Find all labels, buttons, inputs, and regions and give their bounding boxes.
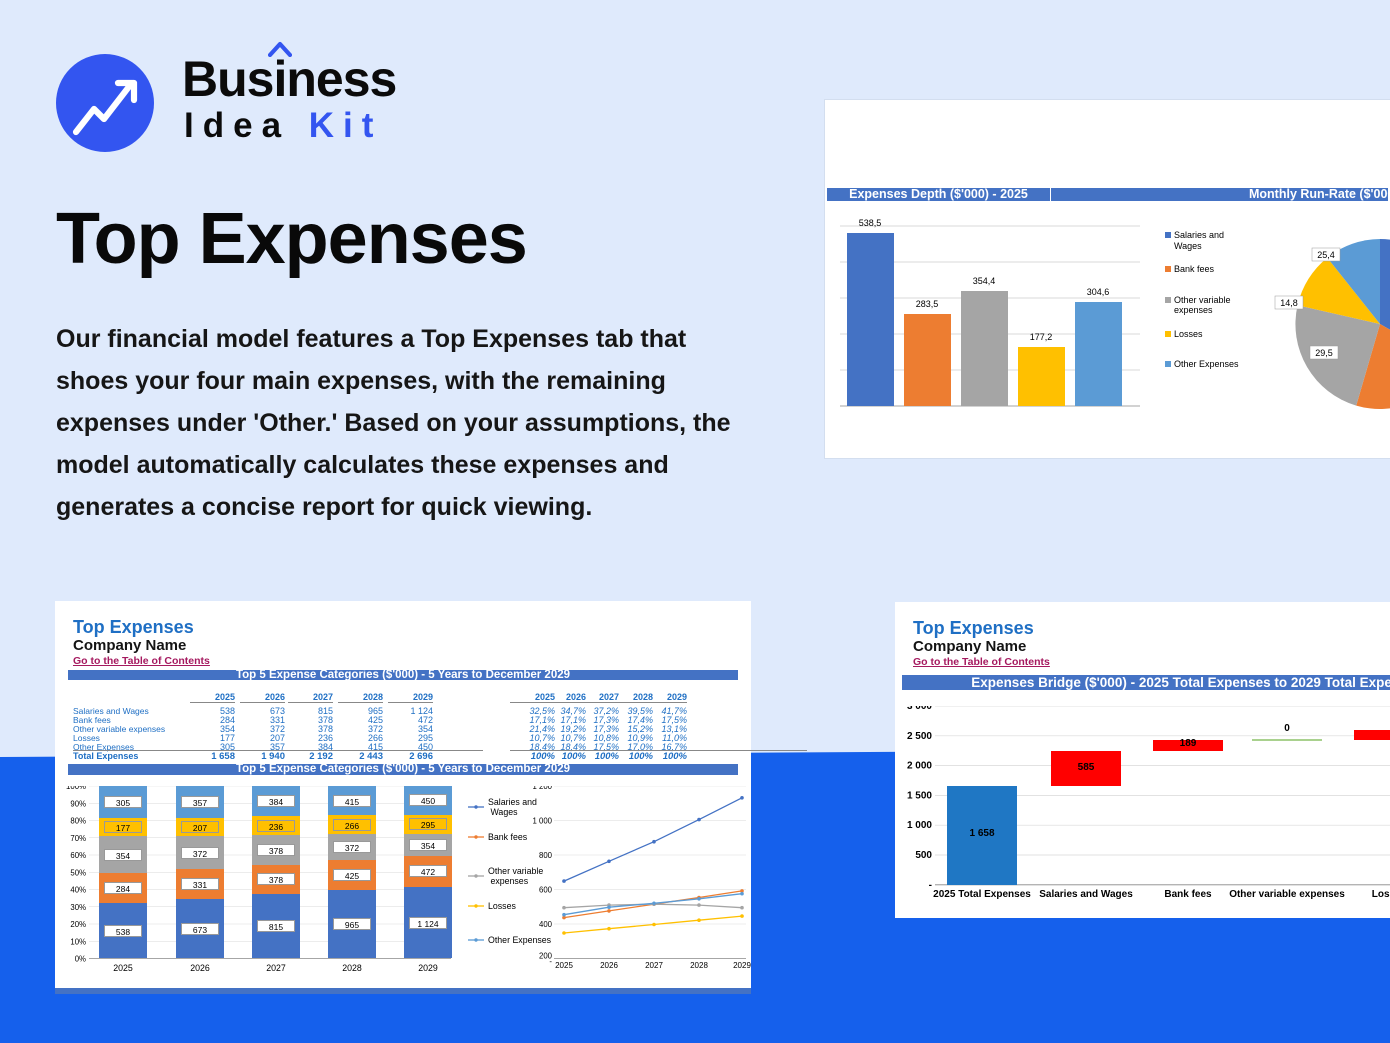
svg-text:2026: 2026 [600,961,618,970]
svg-text:-: - [549,957,552,966]
svg-text:2027: 2027 [645,961,663,970]
svg-text:1 200: 1 200 [532,786,552,791]
svg-text:400: 400 [539,920,553,929]
svg-text:354,4: 354,4 [973,276,996,286]
svg-text:2 000: 2 000 [907,761,932,772]
svg-text:30%: 30% [70,903,86,912]
svg-text:500: 500 [915,850,932,861]
svg-text:100%: 100% [66,786,86,791]
svg-text:283,5: 283,5 [916,299,939,309]
svg-text:177,2: 177,2 [1030,332,1053,342]
svg-text:29,5: 29,5 [1315,348,1333,358]
svg-text:538,5: 538,5 [859,218,882,228]
svg-text:304,6: 304,6 [1087,287,1110,297]
svg-text:2029: 2029 [733,961,751,970]
svg-text:60%: 60% [70,851,86,860]
svg-text:25,4: 25,4 [1317,250,1335,260]
svg-text:2 500: 2 500 [907,731,932,742]
svg-text:1 500: 1 500 [907,790,932,801]
svg-text:80%: 80% [70,817,86,826]
svg-text:90%: 90% [70,799,86,808]
svg-text:20%: 20% [70,920,86,929]
svg-text:0%: 0% [75,955,86,964]
svg-text:2025: 2025 [555,961,573,970]
svg-text:800: 800 [539,851,553,860]
svg-text:1 000: 1 000 [532,817,552,826]
svg-text:70%: 70% [70,834,86,843]
svg-text:3 000: 3 000 [907,706,932,712]
svg-text:14,8: 14,8 [1280,298,1298,308]
svg-text:1 000: 1 000 [907,820,932,831]
svg-text:50%: 50% [70,868,86,877]
svg-text:40%: 40% [70,886,86,895]
svg-text:2028: 2028 [690,961,708,970]
svg-text:10%: 10% [70,937,86,946]
svg-text:600: 600 [539,886,553,895]
